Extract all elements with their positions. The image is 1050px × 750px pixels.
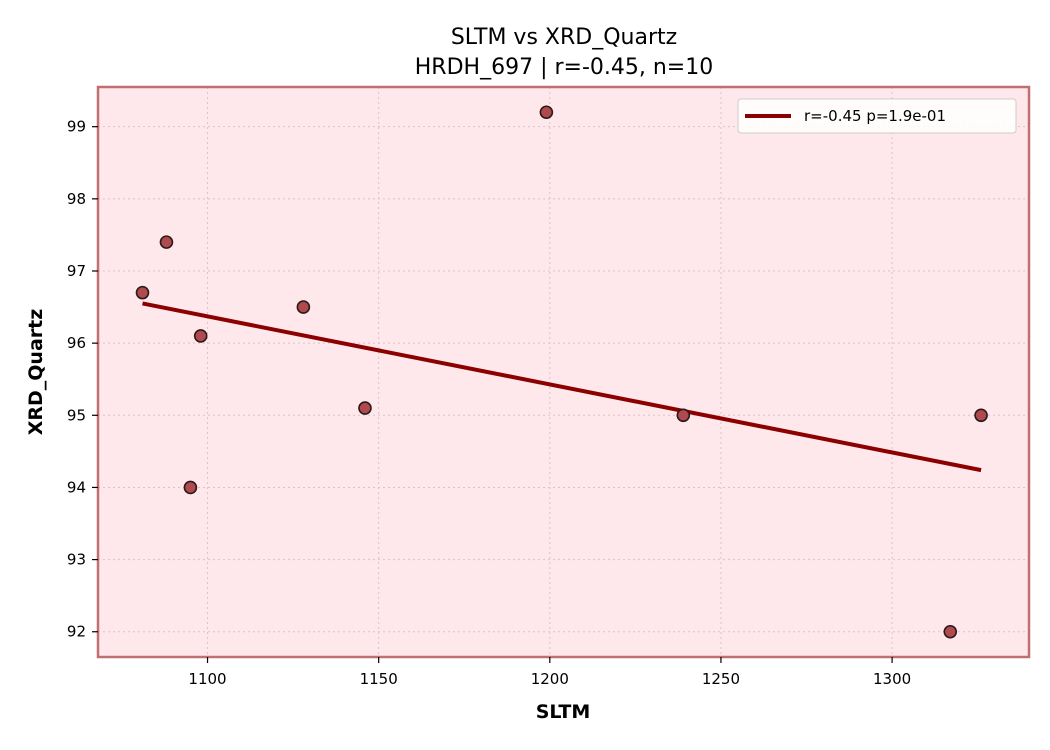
x-tick-label: 1300 (873, 670, 911, 688)
data-point (358, 401, 372, 415)
legend-box (737, 98, 1017, 134)
y-tick-label: 97 (67, 262, 86, 280)
data-point (183, 480, 198, 495)
data-points (135, 105, 988, 639)
y-tick-label: 93 (67, 551, 86, 569)
data-point (943, 624, 958, 639)
chart-subtitle: HRDH_697 | r=-0.45, n=10 (415, 55, 713, 80)
data-point (296, 300, 311, 314)
x-tick-label: 1200 (531, 670, 569, 688)
y-tick-label: 92 (67, 623, 86, 641)
axis-ticks: 1100 1150 1200 1250 1300 92 93 94 95 96 97 98 99 (67, 118, 911, 688)
chart-title: SLTM vs XRD_Quartz (451, 25, 677, 50)
x-tick-label: 1150 (360, 670, 398, 688)
x-tick-label: 1100 (188, 670, 226, 688)
legend-label: r=-0.45 p=1.9e-01 (804, 107, 946, 125)
legend: r=-0.45 p=1.9e-01 (737, 98, 1017, 134)
plot-frame (96, 85, 1031, 659)
x-axis-label: SLTM (536, 701, 591, 723)
data-point (135, 285, 150, 300)
y-tick-label: 99 (67, 118, 86, 136)
data-point (974, 408, 988, 423)
y-tick-label: 94 (67, 478, 86, 496)
regression-line-layer (142, 301, 982, 473)
data-point (159, 235, 174, 249)
regression-line (142, 301, 982, 473)
data-point (539, 105, 554, 120)
x-tick-label: 1250 (702, 670, 740, 688)
data-point (193, 329, 208, 343)
y-tick-label: 98 (67, 190, 86, 208)
y-axis-label: XRD_Quartz (25, 309, 47, 436)
data-point (676, 408, 691, 423)
plot-area (98, 87, 1029, 657)
y-tick-label: 96 (67, 334, 86, 352)
y-tick-label: 95 (67, 406, 86, 424)
